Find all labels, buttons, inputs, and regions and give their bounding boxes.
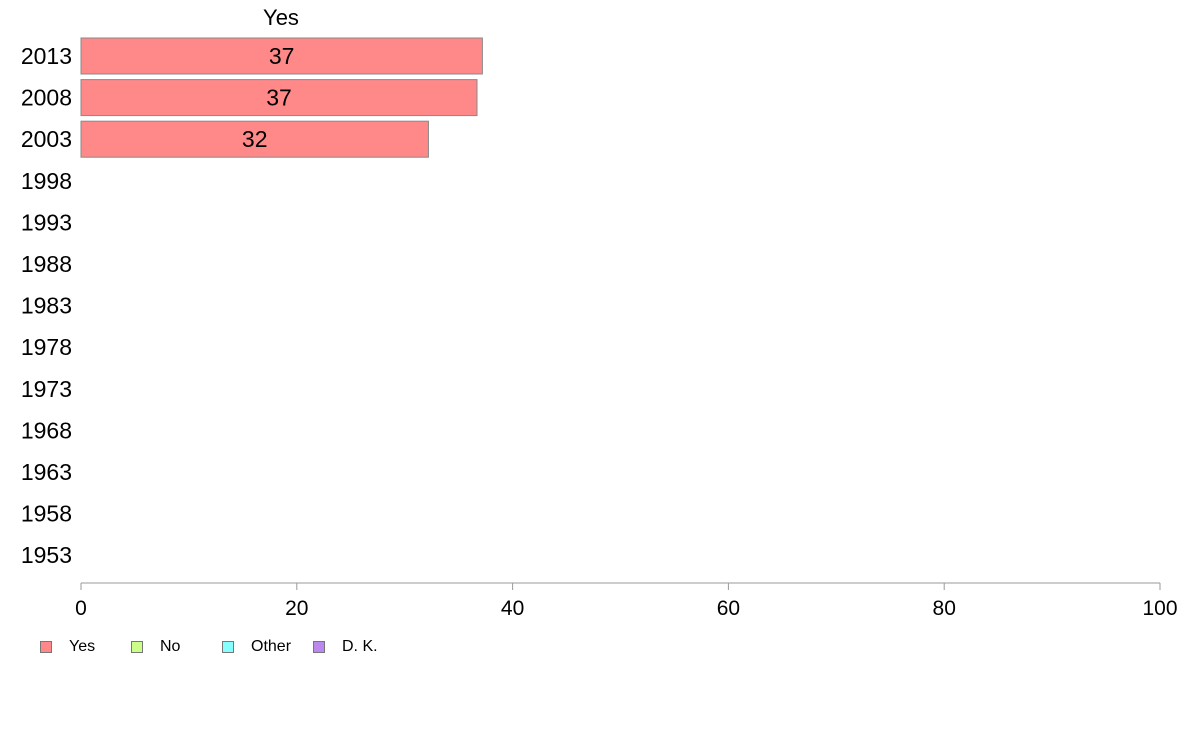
legend-swatch-yes xyxy=(40,641,52,653)
y-tick-label-1973: 1973 xyxy=(21,376,72,402)
x-tick-label-100: 100 xyxy=(1142,597,1177,620)
legend-label-dk: D. K. xyxy=(342,638,378,655)
x-axis: 0 20 40 60 80 100 xyxy=(75,582,1178,620)
legend-label-other: Other xyxy=(251,638,292,655)
y-tick-label-1953: 1953 xyxy=(21,542,72,568)
y-tick-label-1998: 1998 xyxy=(21,168,72,194)
column-header: Yes xyxy=(263,5,299,30)
legend-swatch-no xyxy=(131,641,143,653)
bar-label-2013: 37 xyxy=(269,43,295,69)
x-tick-label-20: 20 xyxy=(285,597,308,620)
x-tick-label-60: 60 xyxy=(717,597,740,620)
bar-2008-series-0 xyxy=(80,79,478,117)
legend-item-no: No xyxy=(131,638,222,656)
legend-label-no: No xyxy=(160,638,181,655)
y-tick-label-1993: 1993 xyxy=(21,209,72,235)
legend-item-dk: D. K. xyxy=(313,638,404,656)
y-tick-label-2008: 2008 xyxy=(21,85,72,111)
bar-2003-series-0 xyxy=(80,120,429,158)
bar-2013-series-0 xyxy=(80,37,483,75)
y-tick-label-2003: 2003 xyxy=(21,126,72,152)
x-tick-label-40: 40 xyxy=(501,597,524,620)
y-tick-label-1968: 1968 xyxy=(21,417,72,443)
y-tick-label-1983: 1983 xyxy=(21,293,72,319)
x-tick-label-0: 0 xyxy=(75,597,87,620)
x-tick-label-80: 80 xyxy=(933,597,956,620)
y-tick-label-1958: 1958 xyxy=(21,501,72,527)
y-tick-label-1978: 1978 xyxy=(21,334,72,360)
y-tick-label-1963: 1963 xyxy=(21,459,72,485)
legend-swatch-dk xyxy=(313,641,325,653)
legend-item-yes: Yes xyxy=(40,638,131,656)
legend-label-yes: Yes xyxy=(69,638,96,655)
y-tick-label-1988: 1988 xyxy=(21,251,72,277)
bars-group: 37 37 32 xyxy=(80,37,483,158)
legend-swatch-other xyxy=(222,641,234,653)
bar-label-2003: 32 xyxy=(242,126,268,152)
legend-item-other: Other xyxy=(222,638,313,656)
y-tick-label-2013: 2013 xyxy=(21,43,72,69)
legend: Yes No Other D. K. xyxy=(40,637,404,657)
bar-label-2008: 37 xyxy=(266,85,292,111)
y-axis: 2013 2008 2003 1998 1993 1988 1983 1978 1973 1968… xyxy=(21,43,72,568)
